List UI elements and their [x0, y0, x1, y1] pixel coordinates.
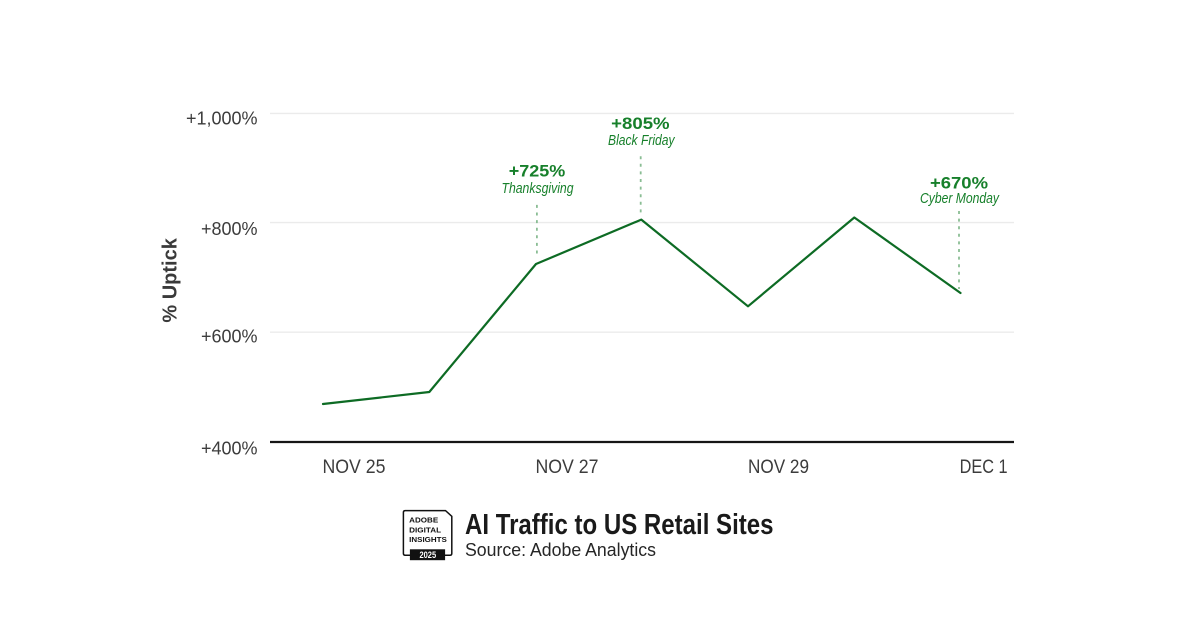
svg-text:Source: Adobe Analytics: Source: Adobe Analytics: [465, 539, 656, 560]
svg-text:Black Friday: Black Friday: [608, 133, 675, 149]
svg-text:NOV 27: NOV 27: [536, 456, 599, 478]
svg-text:+1,000%: +1,000%: [186, 108, 258, 128]
svg-text:ADOBE: ADOBE: [409, 516, 438, 525]
svg-text:+400%: +400%: [201, 439, 258, 459]
svg-text:+725%: +725%: [509, 162, 566, 181]
svg-text:Thanksgiving: Thanksgiving: [502, 181, 574, 197]
svg-text:+805%: +805%: [611, 114, 669, 133]
svg-text:NOV 25: NOV 25: [323, 456, 386, 478]
svg-text:Cyber Monday: Cyber Monday: [920, 191, 1000, 207]
svg-text:AI Traffic to US Retail Sites: AI Traffic to US Retail Sites: [465, 509, 774, 541]
svg-text:2025: 2025: [419, 550, 436, 561]
svg-text:% Uptick: % Uptick: [160, 237, 182, 322]
svg-text:+600%: +600%: [201, 326, 258, 346]
svg-text:+800%: +800%: [201, 219, 258, 239]
svg-text:NOV 29: NOV 29: [748, 456, 809, 478]
svg-text:INSIGHTS: INSIGHTS: [409, 535, 447, 544]
svg-text:DEC 1: DEC 1: [960, 456, 1008, 478]
svg-text:+670%: +670%: [930, 174, 988, 193]
svg-text:DIGITAL: DIGITAL: [409, 526, 441, 535]
